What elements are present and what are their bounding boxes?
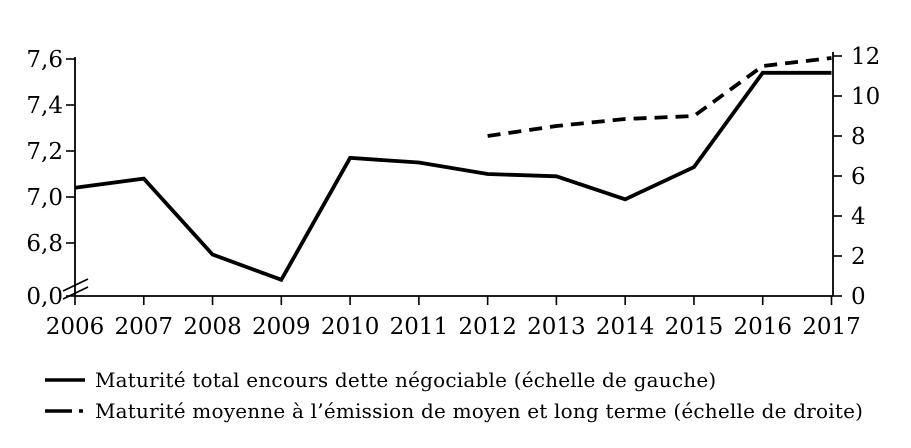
right-axis-label: 4 bbox=[851, 204, 866, 230]
dash-dot-line-swatch-icon bbox=[45, 409, 86, 413]
solid-line-swatch-icon bbox=[45, 378, 85, 382]
right-axis-label: 0 bbox=[851, 284, 866, 310]
x-axis-label: 2015 bbox=[665, 314, 724, 340]
left-axis-label: 0,0 bbox=[26, 284, 63, 310]
left-axis-label: 7,0 bbox=[26, 185, 63, 211]
x-axis-label: 2012 bbox=[458, 314, 517, 340]
left-axis-label: 7,6 bbox=[26, 47, 63, 73]
x-axis-label: 2014 bbox=[596, 314, 655, 340]
legend-item-dashed: Maturité moyenne à l’émission de moyen e… bbox=[44, 399, 863, 423]
x-axis-label: 2008 bbox=[183, 314, 242, 340]
left-axis-label: 7,2 bbox=[26, 139, 63, 165]
right-axis-label: 12 bbox=[851, 44, 880, 70]
x-axis-label: 2009 bbox=[252, 314, 311, 340]
x-axis-label: 2007 bbox=[114, 314, 173, 340]
x-axis-label: 2016 bbox=[733, 314, 792, 340]
chart-canvas: 7,6 7,4 7,2 7,0 6,8 0,0 12 10 8 6 4 2 0 2006 2007 2008 2… bbox=[26, 44, 880, 340]
dashed-data-line bbox=[487, 56, 832, 138]
solid-data-line bbox=[74, 70, 832, 283]
x-axis-label: 2017 bbox=[802, 314, 861, 340]
right-axis-label: 8 bbox=[851, 124, 866, 150]
legend: Maturité total encours dette négociable … bbox=[44, 368, 863, 423]
left-axis-label: 6,8 bbox=[26, 231, 63, 257]
right-axis-label: 2 bbox=[851, 244, 866, 270]
axis-break-mark bbox=[62, 278, 89, 292]
x-axis-label: 2010 bbox=[321, 314, 380, 340]
right-axis-label: 10 bbox=[851, 84, 880, 110]
legend-label-dashed: Maturité moyenne à l’émission de moyen e… bbox=[95, 399, 864, 423]
legend-label-solid: Maturité total encours dette négociable … bbox=[95, 368, 717, 392]
x-axis-label: 2006 bbox=[46, 314, 105, 340]
x-axis-label: 2011 bbox=[390, 314, 449, 340]
x-axis-label: 2013 bbox=[527, 314, 586, 340]
axis-break-mark bbox=[62, 286, 89, 300]
legend-item-solid: Maturité total encours dette négociable … bbox=[44, 368, 863, 392]
left-axis-label: 7,4 bbox=[26, 93, 63, 119]
right-axis-label: 6 bbox=[851, 164, 866, 190]
